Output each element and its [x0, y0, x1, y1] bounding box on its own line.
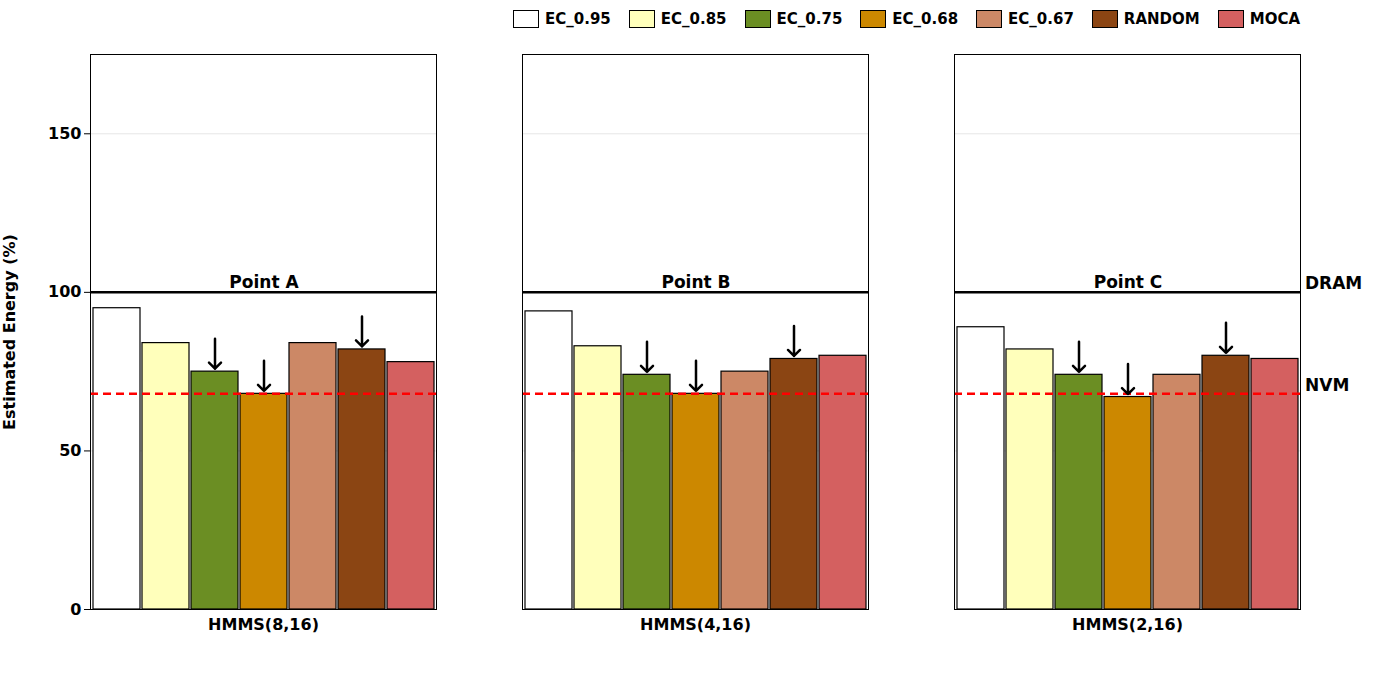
svg-text:NVM: NVM [1305, 375, 1349, 395]
svg-text:HMMS(8,16): HMMS(8,16) [208, 615, 319, 634]
svg-text:0: 0 [70, 600, 81, 619]
svg-text:100: 100 [48, 282, 81, 301]
svg-text:150: 150 [48, 124, 81, 143]
html-text:EC_0.95: EC_0.95 [545, 10, 611, 28]
html-text:RANDOM: RANDOM [1123, 10, 1200, 28]
svg-text:HMMS(2,16): HMMS(2,16) [1072, 615, 1183, 634]
html-text:MOCA: MOCA [1249, 10, 1300, 28]
html-text:EC_0.85: EC_0.85 [660, 10, 727, 28]
svg-text:DRAM: DRAM [1305, 273, 1362, 293]
svg-text:Point B: Point B [661, 272, 730, 292]
svg-text:HMMS(4,16): HMMS(4,16) [640, 615, 751, 634]
html-text:EC_0.75: EC_0.75 [776, 10, 843, 28]
svg-text:Point A: Point A [229, 272, 299, 292]
svg-text:50: 50 [59, 441, 81, 460]
svg-text:Point C: Point C [1094, 272, 1163, 292]
html-text:EC_0.67: EC_0.67 [1008, 10, 1074, 28]
svg-text:Estimated Energy (%): Estimated Energy (%) [0, 234, 19, 430]
html-text:EC_0.68: EC_0.68 [892, 10, 959, 28]
